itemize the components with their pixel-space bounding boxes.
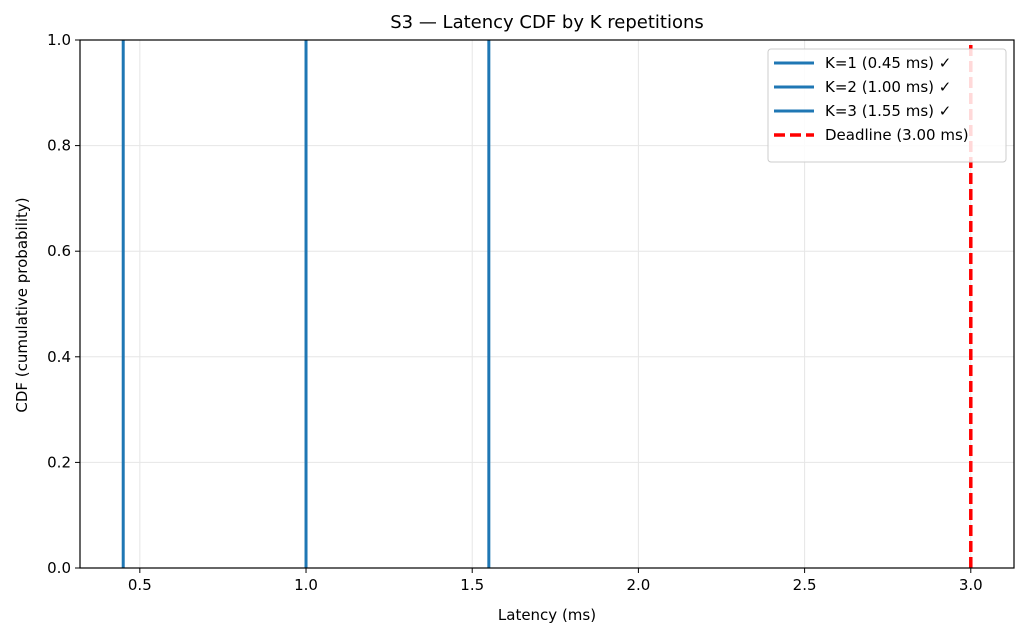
y-axis: 0.0 0.2 0.4 0.6 0.8 1.0 <box>47 31 80 577</box>
x-tick-label-3: 2.0 <box>626 576 650 594</box>
x-tick-label-5: 3.0 <box>959 576 983 594</box>
legend-label-1: K=1 (0.45 ms) ✓ <box>825 54 951 72</box>
legend-label-4: Deadline (3.00 ms) <box>825 126 969 144</box>
legend-label-2: K=2 (1.00 ms) ✓ <box>825 78 951 96</box>
y-tick-label-5: 1.0 <box>47 31 71 49</box>
y-axis-label: CDF (cumulative probability) <box>13 197 31 412</box>
x-tick-label-2: 1.5 <box>460 576 484 594</box>
y-tick-label-1: 0.2 <box>47 453 71 471</box>
y-tick-label-2: 0.4 <box>47 348 71 366</box>
legend: K=1 (0.45 ms) ✓ K=2 (1.00 ms) ✓ K=3 (1.55 … <box>767 48 1007 163</box>
x-tick-label-1: 1.0 <box>294 576 318 594</box>
y-tick-label-4: 0.8 <box>47 137 71 155</box>
x-tick-label-4: 2.5 <box>793 576 817 594</box>
plot-frame <box>79 39 1015 569</box>
chart-title: S3 — Latency CDF by K repetitions <box>390 12 704 33</box>
x-axis-label: Latency (ms) <box>498 606 596 624</box>
y-tick-label-3: 0.6 <box>47 242 71 260</box>
x-axis: 0.5 1.0 1.5 2.0 2.5 3.0 <box>128 568 983 594</box>
x-tick-label-0: 0.5 <box>128 576 152 594</box>
legend-box <box>767 48 1007 163</box>
y-tick-label-0: 0.0 <box>47 559 71 577</box>
legend-label-3: K=3 (1.55 ms) ✓ <box>825 102 951 120</box>
